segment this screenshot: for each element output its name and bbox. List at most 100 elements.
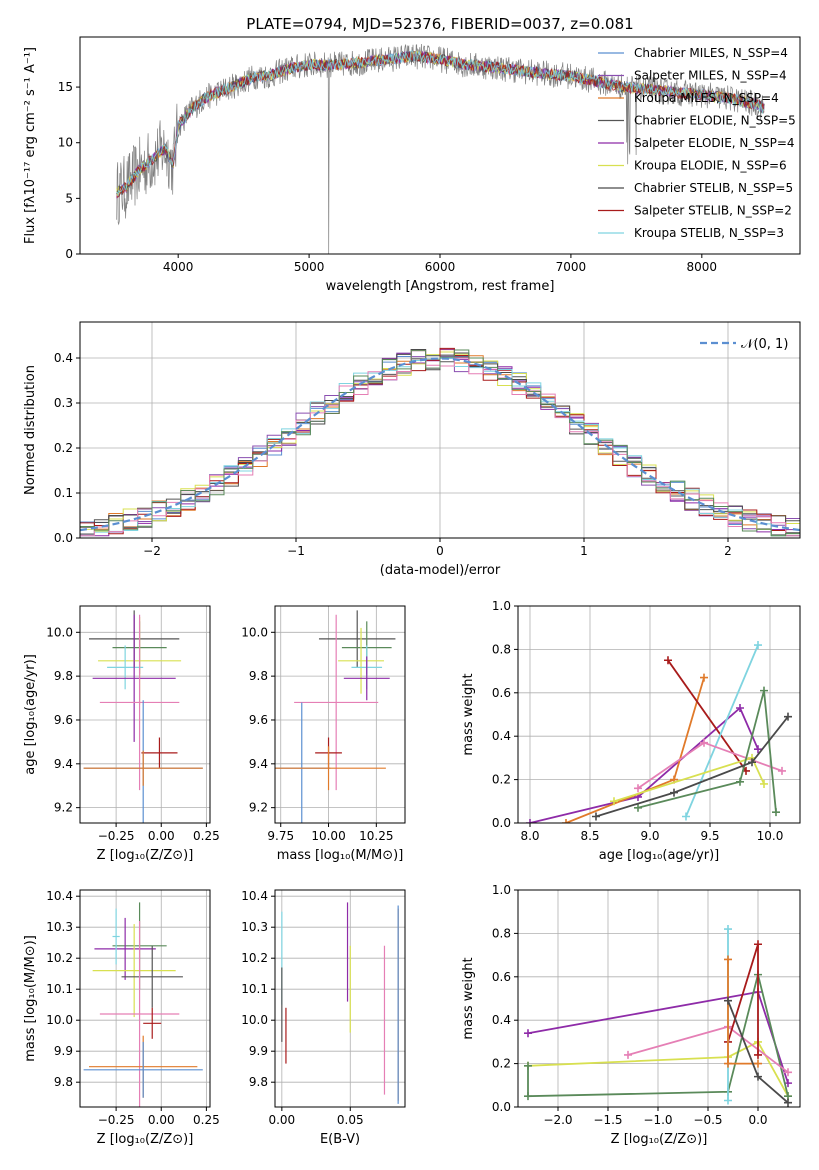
y-tick-label: 9.8 xyxy=(54,1075,73,1089)
y-tick-label: 9.4 xyxy=(54,757,73,771)
x-tick-label: 10.00 xyxy=(311,829,345,843)
weight-marker xyxy=(748,758,756,767)
y-tick-label: 0.2 xyxy=(492,773,511,787)
x-tick-label: 6000 xyxy=(425,260,456,274)
errorbar-point xyxy=(143,1007,162,1039)
y-tick-label: 5 xyxy=(65,191,73,205)
y-tick-label: 9.9 xyxy=(249,1044,268,1058)
weight-marker xyxy=(592,812,600,821)
weight-marker xyxy=(724,996,732,1005)
y-tick-label: 0.4 xyxy=(492,729,511,743)
weight-marker xyxy=(682,812,690,821)
x-tick-label: −1.5 xyxy=(593,1113,622,1127)
x-tick-label: 0.05 xyxy=(337,1113,364,1127)
legend-label: Chabrier STELIB, N_SSP=5 xyxy=(634,181,793,195)
y-tick-label: 9.6 xyxy=(54,713,73,727)
weight-series xyxy=(724,996,792,1107)
y-tick-label: 9.8 xyxy=(54,669,73,683)
y-tick-label: 9.8 xyxy=(249,1075,268,1089)
weight-marker xyxy=(526,819,534,823)
weight-marker xyxy=(784,712,792,721)
legend-label: Salpeter MILES, N_SSP=4 xyxy=(634,69,787,83)
y-axis-label: mass weight xyxy=(461,957,476,1039)
y-tick-label: 10 xyxy=(58,136,73,150)
y-axis-label: Normed distribution xyxy=(23,365,38,495)
data-layer xyxy=(281,902,399,1104)
y-tick-label: 0.2 xyxy=(54,441,73,455)
plot-age_vs_Z: −0.25 0.00 0.25 9.2 9.4 9.6 9.8 10.0 Z [log₁₀(Z/… xyxy=(23,605,220,863)
plot-weight_vs_age: 8.0 8.5 9.0 9.5 10.0 0.0 0.2 0.4 0.6 0.8 1.0 age [l… xyxy=(461,599,801,863)
y-tick-label: 0.6 xyxy=(492,970,511,984)
data-layer xyxy=(524,925,792,1107)
x-tick-label: 9.5 xyxy=(700,829,719,843)
plot-mass_vs_EBV: 0.00 0.05 9.8 9.9 10.0 10.1 10.2 10.3 10.4 E(B-V) xyxy=(241,889,406,1147)
weight-marker xyxy=(760,686,768,695)
plot-mass_vs_Z: −0.25 0.00 0.25 9.8 9.9 10.0 10.1 10.2 10.3 10.4 Z… xyxy=(23,889,220,1147)
axes-frame xyxy=(79,36,801,255)
y-tick-label: 10.1 xyxy=(241,982,268,996)
weight-marker xyxy=(724,925,732,934)
grid xyxy=(80,890,210,1107)
x-tick-label: 7000 xyxy=(556,260,587,274)
y-tick-label: 0.0 xyxy=(492,816,511,830)
weight-series xyxy=(682,641,762,821)
x-tick-label: −0.25 xyxy=(98,829,135,843)
x-axis-label: Z [log₁₀(Z/Z⊙)] xyxy=(611,1132,708,1147)
y-tick-label: 0.0 xyxy=(492,1100,511,1114)
y-tick-label: 10.4 xyxy=(46,889,73,903)
weight-series xyxy=(724,955,762,1068)
axes: −0.25 0.00 0.25 9.8 9.9 10.0 10.1 10.2 10.3 10.4 Z… xyxy=(23,889,220,1147)
y-tick-label: 0 xyxy=(65,247,73,261)
weight-marker xyxy=(724,1059,732,1068)
plot-weight_vs_Z: −2.0 −1.5 −1.0 −0.5 0.0 0.0 0.2 0.4 0.6 0.8 1.0 Z [… xyxy=(461,883,801,1147)
y-tick-label: 10.3 xyxy=(46,920,73,934)
y-tick-label: 0.6 xyxy=(492,686,511,700)
weight-marker xyxy=(754,641,762,650)
legend-label: 𝒩(0, 1) xyxy=(741,337,788,352)
axes: −2.0 −1.5 −1.0 −0.5 0.0 0.0 0.2 0.4 0.6 0.8 1.0 Z [… xyxy=(461,883,768,1147)
weight-marker xyxy=(754,940,762,949)
weight-marker xyxy=(778,766,786,775)
data-layer xyxy=(116,43,765,254)
legend: 𝒩(0, 1) xyxy=(700,337,788,352)
y-tick-label: 9.2 xyxy=(249,801,268,815)
legend-label: Kroupa MILES, N_SSP=4 xyxy=(634,91,779,105)
x-tick-label: −1 xyxy=(287,544,305,558)
legend: Chabrier MILES, N_SSP=4 Salpeter MILES, N… xyxy=(598,46,796,240)
y-tick-label: 0.8 xyxy=(492,926,511,940)
weight-marker xyxy=(760,779,768,788)
y-tick-label: 10.0 xyxy=(241,1013,268,1027)
y-tick-label: 10.0 xyxy=(46,1013,73,1027)
axes: 4000 5000 6000 7000 8000 0 5 10 15 wavelength [An… xyxy=(23,47,717,294)
weight-line xyxy=(595,716,789,818)
x-axis-label: (data-model)/error xyxy=(380,563,501,578)
figure-title: PLATE=0794, MJD=52376, FIBERID=0037, z=0… xyxy=(246,15,633,33)
x-axis-label: Z [log₁₀(Z/Z⊙)] xyxy=(97,848,194,863)
weight-line xyxy=(685,644,759,817)
weight-line xyxy=(527,1040,789,1097)
weight-line xyxy=(637,690,777,813)
weight-marker xyxy=(784,1098,792,1107)
errorbar-point xyxy=(83,1041,203,1098)
x-tick-label: 0.00 xyxy=(268,1113,295,1127)
weight-marker xyxy=(772,808,780,817)
axes: −0.25 0.00 0.25 9.2 9.4 9.6 9.8 10.0 Z [log₁₀(Z/… xyxy=(23,625,220,863)
y-axis-label: Flux [fλ10⁻¹⁷ erg cm⁻² s⁻¹ A⁻¹] xyxy=(23,47,38,244)
plot-age_vs_mass: 9.75 10.00 10.25 9.2 9.4 9.6 9.8 10.0 mass [log₁… xyxy=(241,605,406,863)
x-tick-label: 10.0 xyxy=(757,829,784,843)
weight-marker xyxy=(724,955,732,964)
y-axis-label: age [log₁₀(age/yr)] xyxy=(23,654,38,775)
x-axis-label: mass [log₁₀(M/M⊙)] xyxy=(277,848,404,863)
x-axis-label: E(B-V) xyxy=(320,1132,360,1147)
axes-frame xyxy=(274,605,406,824)
x-tick-label: −0.25 xyxy=(98,1113,135,1127)
axes: 8.0 8.5 9.0 9.5 10.0 0.0 0.2 0.4 0.6 0.8 1.0 age [l… xyxy=(461,599,783,863)
axes: 9.75 10.00 10.25 9.2 9.4 9.6 9.8 10.0 mass [log₁… xyxy=(241,625,403,863)
x-tick-label: 8.5 xyxy=(580,829,599,843)
errorbar-point xyxy=(275,746,386,791)
errorbar-point xyxy=(92,924,176,1018)
x-tick-label: 0.0 xyxy=(748,1113,767,1127)
legend-label: Salpeter STELIB, N_SSP=2 xyxy=(634,204,792,218)
x-tick-label: 0 xyxy=(436,544,444,558)
legend-label: Kroupa ELODIE, N_SSP=6 xyxy=(634,159,787,173)
